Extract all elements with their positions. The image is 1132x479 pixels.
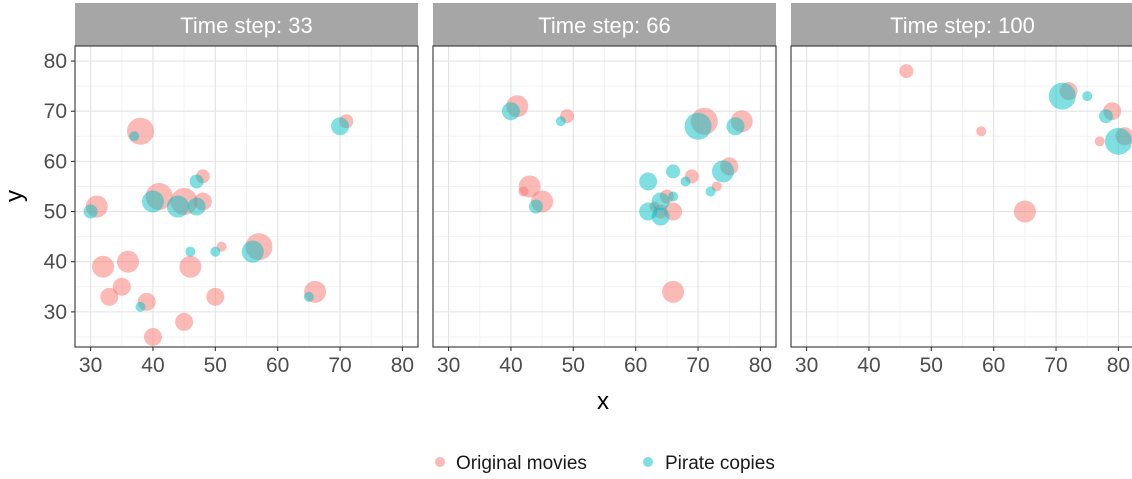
original-movie-point [1013, 200, 1036, 223]
x-tick-label: 40 [857, 354, 880, 377]
pirate-copy-point [1082, 91, 1093, 102]
pirate-copy-point [1048, 82, 1076, 110]
pirate-copy-point [187, 197, 206, 216]
pirate-copy-point [331, 117, 350, 136]
facet-strip [75, 3, 418, 46]
facet-strip [791, 3, 1132, 46]
pirate-copy-point [668, 191, 679, 202]
original-movie-point [117, 250, 140, 273]
pirate-copy-point [189, 174, 204, 189]
original-movie-point [175, 312, 194, 331]
legend-item: Pirate copies [643, 453, 775, 474]
x-tick-label: 40 [499, 354, 522, 377]
facet-title: Time step: 33 [180, 13, 312, 38]
original-movie-point [179, 255, 202, 278]
facet-panel: Time step: 100 30 40 50 60 70 80 [790, 3, 1132, 377]
pirate-copy-point [303, 291, 314, 302]
y-tick-label: 40 [44, 251, 67, 274]
pirate-copy-point [501, 102, 520, 121]
legend-key [643, 457, 653, 467]
y-axis-title: y [1, 190, 28, 202]
x-tick-label: 30 [437, 354, 460, 377]
pirate-copy-point [83, 204, 98, 219]
original-movie-point [662, 280, 685, 303]
pirate-copy-point [651, 207, 670, 226]
y-tick-label: 60 [44, 150, 67, 173]
pirate-copy-point [726, 117, 745, 136]
pirate-copy-point [651, 192, 670, 211]
x-tick-label: 50 [920, 354, 943, 377]
legend-label: Original movies [456, 453, 587, 474]
facet-panel: Time step: 66 30 40 50 60 70 80 [432, 3, 777, 377]
original-movie-point [143, 327, 162, 346]
legend-label: Pirate copies [665, 453, 775, 474]
pirate-copy-point [555, 116, 566, 127]
legend-item: Original movies [435, 453, 587, 474]
original-movie-point [126, 117, 154, 145]
pirate-copy-point [166, 195, 189, 218]
legend: Original movies Pirate copies [435, 453, 775, 474]
facet-strip [433, 3, 776, 46]
y-tick-label: 30 [44, 301, 67, 324]
x-tick-label: 80 [391, 354, 414, 377]
plot-background [791, 46, 1132, 347]
original-movie-point [112, 277, 131, 296]
pirate-copy-point [185, 246, 196, 257]
pirate-copy-point [241, 240, 264, 263]
pirate-copy-point [1104, 127, 1132, 155]
y-tick-label: 70 [44, 100, 67, 123]
x-tick-label: 70 [686, 354, 709, 377]
x-axis-title: x [597, 388, 609, 415]
pirate-copy-point [135, 301, 146, 312]
facet-title: Time step: 66 [538, 13, 670, 38]
x-tick-label: 40 [141, 354, 164, 377]
y-tick-label: 50 [44, 201, 67, 224]
x-tick-label: 30 [795, 354, 818, 377]
pirate-copy-point [705, 186, 716, 197]
x-tick-label: 70 [1044, 354, 1067, 377]
x-tick-label: 30 [79, 354, 102, 377]
panel-border [432, 45, 777, 348]
x-tick-label: 60 [624, 354, 647, 377]
pirate-copy-point [639, 172, 658, 191]
legend-key [435, 457, 445, 467]
pirate-copy-point [210, 246, 221, 257]
original-movie-point [899, 64, 914, 79]
x-tick-label: 50 [562, 354, 585, 377]
pirate-copy-point [141, 190, 164, 213]
facet-panel: Time step: 33 30 40 50 60 70 80 30 40 50 60 70 80 [44, 3, 419, 377]
pirate-copy-point [666, 164, 681, 179]
pirate-copy-point [129, 131, 140, 142]
x-tick-label: 50 [204, 354, 227, 377]
x-tick-label: 80 [1107, 354, 1130, 377]
original-movie-point [92, 255, 115, 278]
x-tick-label: 60 [982, 354, 1005, 377]
pirate-copy-point [684, 112, 712, 140]
pirate-copy-point [1098, 109, 1113, 124]
pirate-copy-point [528, 199, 543, 214]
original-movie-point [1094, 136, 1105, 147]
pirate-copy-point [711, 160, 734, 183]
panel-border [74, 45, 419, 348]
original-movie-point [206, 287, 225, 306]
pirate-copy-point [680, 176, 691, 187]
original-movie-point [976, 126, 987, 137]
x-tick-label: 80 [749, 354, 772, 377]
y-tick-label: 80 [44, 50, 67, 73]
x-tick-label: 60 [266, 354, 289, 377]
facet-title: Time step: 100 [890, 13, 1035, 38]
original-movie-point [518, 175, 541, 198]
panel-border [790, 45, 1132, 348]
x-tick-label: 70 [328, 354, 351, 377]
original-movie-point [100, 287, 119, 306]
